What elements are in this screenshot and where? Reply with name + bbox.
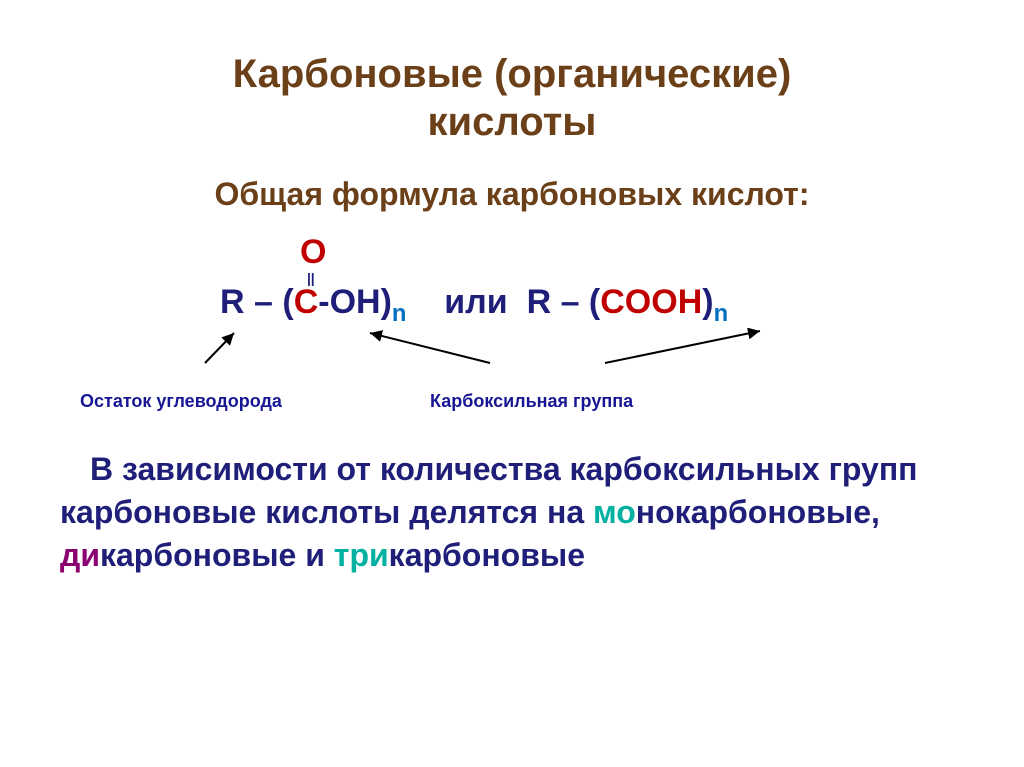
title-line2: кислоты: [428, 100, 597, 144]
formula-r2: R – (: [527, 283, 601, 321]
arrow-to-r: [200, 328, 260, 368]
body-paragraph: В зависимости от количества карбоксильны…: [60, 448, 964, 578]
formula-n2: n: [714, 300, 729, 327]
arrow-to-coh: [360, 328, 500, 368]
arrow-to-cooh: [600, 328, 780, 368]
formula-c: C: [294, 283, 319, 321]
body-tri-rest: карбоновые: [389, 537, 585, 573]
body-di-prefix: ди: [60, 537, 100, 573]
formula-or: или: [444, 283, 507, 321]
formula-oh: -OH): [318, 283, 392, 321]
formula-n1: n: [392, 300, 407, 327]
formula-oxygen: O: [300, 233, 326, 272]
formula-cooh: COOH: [600, 283, 702, 321]
annotation-carboxyl: Карбоксильная группа: [430, 391, 633, 412]
formula-close2: ): [702, 283, 713, 321]
title-line1: Карбоновые (органические): [233, 52, 792, 96]
body-tri-prefix: три: [334, 537, 389, 573]
formula-main-line: R – (C-OH)n или R – (COOH)n: [220, 283, 728, 328]
body-mono-prefix: мо: [593, 494, 636, 530]
annotation-hydrocarbon: Остаток углеводорода: [80, 391, 282, 412]
body-di-rest: карбоновые и: [100, 537, 334, 573]
annotations-row: Остаток углеводорода Карбоксильная групп…: [60, 373, 964, 423]
formula-r1: R – (: [220, 283, 294, 321]
slide-title: Карбоновые (органические) кислоты: [60, 50, 964, 146]
slide-subtitle: Общая формула карбоновых кислот:: [60, 176, 964, 213]
body-mono-rest: нокарбоновые,: [636, 494, 880, 530]
formula-block: O | | R – (C-OH)n или R – (COOH)n: [60, 233, 964, 363]
